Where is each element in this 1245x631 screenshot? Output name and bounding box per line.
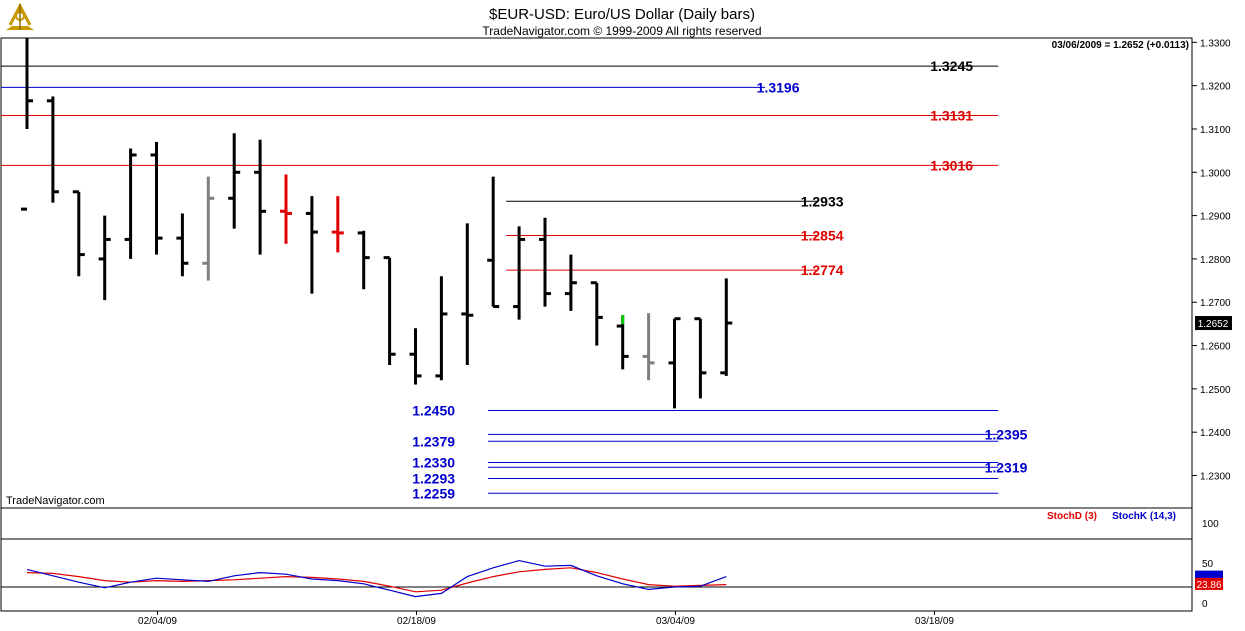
level-label: 1.2933 (801, 193, 844, 209)
stochd-badge (1195, 577, 1223, 590)
level-label: 1.3016 (930, 157, 973, 173)
ohlc-bar (98, 215, 111, 301)
ohlc-bar (331, 196, 344, 253)
level-lines: 1.3245 1.3196 1.3131 1.3016 1.2933 1.2854 1.27… (1, 58, 1028, 501)
level-label: 1.2854 (801, 228, 844, 244)
ohlc-bar (357, 230, 370, 290)
price-tick-label: 1.3200 (1200, 82, 1231, 93)
level-label: 1.2319 (985, 459, 1028, 475)
axes: 1.3300 1.3200 1.3100 1.3000 1.2900 1.2800 1.27… (138, 38, 1232, 627)
price-tick-label: 1.2800 (1200, 255, 1231, 266)
ohlc-bar (590, 281, 603, 346)
stochk-line (26, 559, 727, 598)
stochastic-lines (26, 559, 727, 598)
legend-stochk: StochK (14,3) (1112, 511, 1176, 522)
stochd-last-label: 23.86 (1196, 580, 1221, 591)
ohlc-bar (616, 315, 629, 370)
stoch-tick-label: 100 (1202, 519, 1219, 530)
date-tick-label: 03/04/09 (656, 616, 695, 627)
ohlc-bar (383, 256, 396, 366)
level-label: 1.2330 (412, 455, 455, 471)
level-label: 1.3131 (930, 108, 973, 124)
date-tick-label: 03/18/09 (915, 616, 954, 627)
date-tick-label: 02/18/09 (397, 616, 436, 627)
level-label: 1.2293 (412, 471, 455, 487)
ohlc-bars (21, 38, 733, 409)
ohlc-bar (642, 313, 655, 381)
level-label: 1.2395 (985, 426, 1028, 442)
stoch-tick-label: 0 (1202, 599, 1208, 610)
price-tick-label: 1.2700 (1200, 298, 1231, 309)
ohlc-bar (176, 213, 189, 277)
stochd-line (26, 567, 727, 593)
price-tick-label: 1.3300 (1200, 38, 1231, 49)
level-label: 1.2259 (412, 485, 455, 501)
ohlc-bar (305, 196, 318, 294)
ohlc-bar (228, 133, 241, 229)
tradenavigator-logo-icon (6, 2, 34, 30)
ohlc-bar (150, 141, 163, 255)
ohlc-bar (694, 317, 707, 399)
ohlc-bar (539, 217, 551, 307)
quote-readout: 03/06/2009 = 1.2652 (+0.0113) (1052, 40, 1189, 51)
ohlc-bar (21, 38, 33, 211)
price-tick-label: 1.2300 (1200, 472, 1231, 483)
grid-layer (1, 538, 1192, 588)
ohlc-bar (72, 190, 85, 277)
last-price-badge (1195, 316, 1232, 331)
chart-title: $EUR-USD: Euro/US Dollar (Daily bars) (489, 6, 755, 23)
ohlc-bar (564, 254, 577, 311)
chart-subtitle: TradeNavigator.com © 1999-2009 All right… (482, 24, 761, 38)
level-label: 1.2450 (412, 403, 455, 419)
ohlc-bar (254, 139, 267, 255)
level-label: 1.2774 (801, 262, 844, 278)
stochk-badge (1195, 570, 1223, 581)
ohlc-bar (513, 226, 526, 320)
last-price-label: 1.2652 (1198, 319, 1229, 330)
stoch-tick-label: 50 (1202, 559, 1214, 570)
price-tick-label: 1.2400 (1200, 428, 1231, 439)
price-tick-label: 1.2500 (1200, 385, 1231, 396)
level-label: 1.3245 (930, 58, 973, 74)
ohlc-bar (409, 328, 422, 385)
price-tick-label: 1.2600 (1200, 342, 1231, 353)
ohlc-bar (487, 176, 500, 309)
ohlc-bar (435, 276, 448, 381)
ohlc-bar (461, 223, 474, 366)
watermark: TradeNavigator.com (6, 495, 105, 507)
ohlc-bar (668, 317, 681, 409)
ohlc-bar (202, 176, 215, 281)
ohlc-bar (280, 174, 292, 244)
level-label: 1.3196 (757, 79, 800, 95)
ohlc-bar (124, 148, 137, 259)
ohlc-bar (46, 96, 59, 203)
price-tick-label: 1.3000 (1200, 168, 1231, 179)
date-tick-label: 02/04/09 (138, 616, 177, 627)
level-label: 1.2379 (412, 433, 455, 449)
legend-stochd: StochD (3) (1047, 511, 1097, 522)
price-tick-label: 1.3100 (1200, 125, 1231, 136)
ohlc-bar (720, 278, 733, 376)
price-tick-label: 1.2900 (1200, 212, 1231, 223)
